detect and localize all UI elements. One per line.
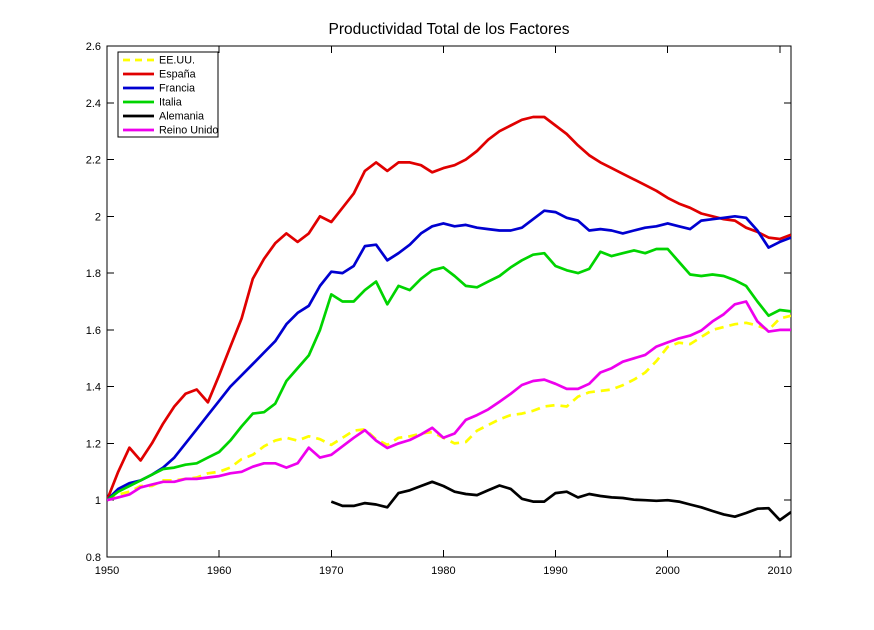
series-line-alemania <box>330 480 791 522</box>
series-line-espa-a <box>107 115 791 501</box>
x-tick-label: 1950 <box>95 565 119 577</box>
axes: 1950 1960 1970 1980 1990 2000 2010 0.8 1 1.2 1.4 1.… <box>86 41 792 577</box>
y-tick-label: 1 <box>95 495 101 507</box>
y-tick-label: 1.8 <box>86 268 101 280</box>
legend: EE.UU. España Francia Italia Alemania Reino U… <box>117 51 219 138</box>
y-tick-label: 1.4 <box>86 382 101 394</box>
y-tick-label: 2.6 <box>86 41 101 53</box>
series-lines <box>107 115 791 522</box>
y-tick-label: 2 <box>95 211 101 223</box>
y-tick-label: 2.4 <box>86 98 101 110</box>
legend-label: EE.UU. <box>159 55 195 67</box>
x-tick-label: 1990 <box>543 565 567 577</box>
legend-box <box>117 51 219 138</box>
chart-title: Productividad Total de los Factores <box>329 21 570 38</box>
legend-item-francia: Francia <box>123 83 195 95</box>
legend-label: Francia <box>159 83 195 95</box>
legend-label: Italia <box>159 97 182 109</box>
x-tick-label: 1980 <box>431 565 455 577</box>
series-line-ee-uu- <box>107 314 791 502</box>
y-tick-label: 1.2 <box>86 438 101 450</box>
legend-item-espa-a: España <box>123 69 196 81</box>
plot-border <box>106 45 792 558</box>
x-tick-label: 1960 <box>207 565 231 577</box>
series-line-italia <box>107 247 791 502</box>
series-group <box>107 115 791 522</box>
y-tick-label: 1.6 <box>86 325 101 337</box>
legend-item-alemania: Alemania <box>123 111 204 123</box>
x-tick-label: 1970 <box>319 565 343 577</box>
y-tick-label: 0.8 <box>86 552 101 564</box>
series-line-francia <box>107 209 791 502</box>
legend-item-ee-uu-: EE.UU. <box>123 55 195 67</box>
x-tick-label: 2000 <box>655 565 679 577</box>
legend-item-italia: Italia <box>123 97 182 109</box>
legend-label: España <box>159 69 196 81</box>
series-line-reino-unido <box>107 300 791 502</box>
legend-item-reino-unido: Reino Unido <box>123 125 218 137</box>
y-tick-label: 2.2 <box>86 155 101 167</box>
legend-label: Alemania <box>159 111 204 123</box>
x-tick-label: 2010 <box>768 565 792 577</box>
legend-label: Reino Unido <box>159 125 218 137</box>
